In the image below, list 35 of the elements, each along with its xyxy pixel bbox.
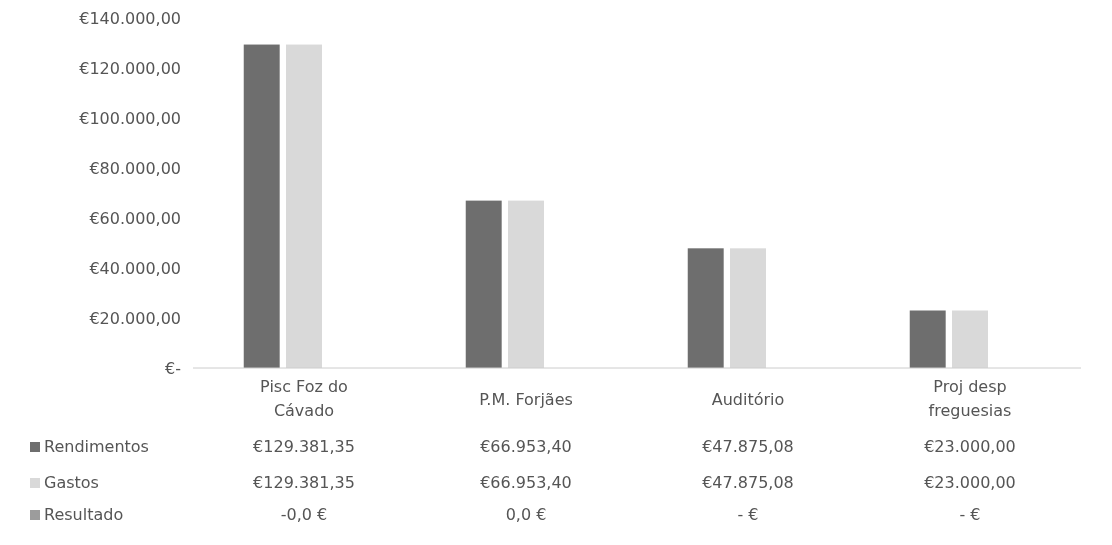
data-label: €47.875,08 xyxy=(702,473,794,492)
bar xyxy=(687,248,724,368)
data-label: €129.381,35 xyxy=(253,437,355,456)
y-tick-label: €- xyxy=(165,358,181,378)
data-label: €23.000,00 xyxy=(924,473,1016,492)
bar xyxy=(286,44,322,368)
bar xyxy=(243,44,280,368)
legend-label: Rendimentos xyxy=(44,437,149,456)
bar xyxy=(508,200,544,368)
data-label: - € xyxy=(737,505,759,524)
data-label: €47.875,08 xyxy=(702,437,794,456)
x-tick-label: Auditório xyxy=(711,390,785,409)
data-label: €129.381,35 xyxy=(253,473,355,492)
x-tick-label: Pisc Foz do Cávado xyxy=(260,377,348,420)
y-tick-label: €80.000,00 xyxy=(89,158,181,178)
bar xyxy=(909,310,946,368)
data-label: €66.953,40 xyxy=(480,473,572,492)
bar xyxy=(952,310,988,368)
legend-label: Resultado xyxy=(44,505,124,524)
y-tick-label: €100.000,00 xyxy=(79,108,181,128)
data-label: - € xyxy=(959,505,981,524)
data-label: €66.953,40 xyxy=(480,437,572,456)
y-tick-label: €60.000,00 xyxy=(89,208,181,228)
y-tick-label: €40.000,00 xyxy=(89,258,181,278)
y-tick-label: €20.000,00 xyxy=(89,308,181,328)
legend-label: Gastos xyxy=(44,473,99,492)
data-label: €23.000,00 xyxy=(924,437,1016,456)
y-tick-label: €140.000,00 xyxy=(79,8,181,28)
x-tick-label: Proj desp freguesias xyxy=(928,377,1012,420)
y-tick-label: €120.000,00 xyxy=(79,58,181,78)
x-tick-label: P.M. Forjães xyxy=(479,390,573,409)
data-label: 0,0 € xyxy=(505,505,547,524)
bar xyxy=(465,200,502,368)
data-label: -0,0 € xyxy=(280,505,328,524)
bar xyxy=(730,248,766,368)
